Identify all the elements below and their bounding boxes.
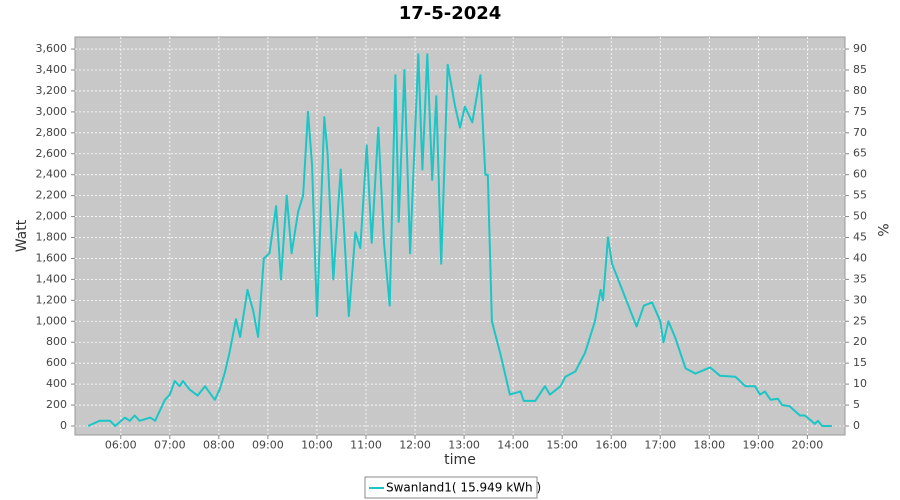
y-tick-label: 200: [46, 398, 67, 411]
y2-axis-title: %: [874, 223, 890, 236]
y2-tick-label: 70: [853, 126, 867, 139]
x-tick-label: 13:00: [448, 438, 480, 451]
y2-tick-label: 55: [853, 189, 867, 202]
y-tick-label: 3,400: [36, 63, 68, 76]
x-tick-label: 06:00: [105, 438, 137, 451]
y-tick-label: 2,800: [36, 126, 68, 139]
y-tick-label: 600: [46, 356, 67, 369]
x-axis-title: time: [444, 452, 476, 468]
y2-tick-label: 15: [853, 356, 867, 369]
y2-tick-label: 60: [853, 168, 867, 181]
x-tick-label: 17:00: [644, 438, 676, 451]
x-tick-label: 08:00: [203, 438, 235, 451]
y-tick-label: 400: [46, 377, 67, 390]
x-tick-label: 09:00: [252, 438, 284, 451]
y-tick-label: 2,200: [36, 189, 68, 202]
legend: [364, 476, 538, 499]
y-tick-label: 1,000: [36, 314, 68, 327]
x-tick-label: 20:00: [792, 438, 824, 451]
y-tick-label: 0: [60, 419, 67, 432]
y2-tick-label: 35: [853, 272, 867, 285]
y2-tick-label: 10: [853, 377, 867, 390]
y2-tick-label: 90: [853, 42, 867, 55]
y2-tick-label: 0: [853, 419, 860, 432]
y2-tick-label: 25: [853, 314, 867, 327]
y2-tick-label: 80: [853, 84, 867, 97]
y2-tick-label: 75: [853, 105, 867, 118]
y-tick-label: 1,600: [36, 251, 68, 264]
plot-area: [74, 36, 846, 436]
y-tick-label: 1,200: [36, 293, 68, 306]
y2-tick-label: 40: [853, 251, 867, 264]
series-line: [87, 53, 832, 427]
y2-tick-label: 20: [853, 335, 867, 348]
y-tick-label: 3,000: [36, 105, 68, 118]
x-tick-label: 19:00: [743, 438, 775, 451]
y-tick-label: 2,000: [36, 210, 68, 223]
x-tick-label: 12:00: [399, 438, 431, 451]
chart-title: 17-5-2024: [399, 3, 502, 24]
y2-tick-label: 85: [853, 63, 867, 76]
y2-tick-label: 45: [853, 231, 867, 244]
legend-label: Swanland1( 15.949 kWh ): [386, 481, 541, 495]
y2-tick-label: 50: [853, 210, 867, 223]
y-tick-label: 3,200: [36, 84, 68, 97]
x-tick-label: 07:00: [154, 438, 186, 451]
x-tick-label: 10:00: [301, 438, 333, 451]
y-tick-label: 800: [46, 335, 67, 348]
x-tick-label: 15:00: [546, 438, 578, 451]
y-tick-label: 3,600: [36, 42, 68, 55]
y-axis-title: Watt: [14, 219, 30, 252]
y-tick-label: 1,400: [36, 272, 68, 285]
y2-tick-label: 30: [853, 293, 867, 306]
y2-tick-label: 65: [853, 147, 867, 160]
x-tick-label: 14:00: [497, 438, 529, 451]
x-tick-label: 11:00: [350, 438, 382, 451]
y2-tick-label: 5: [853, 398, 860, 411]
y-tick-label: 2,600: [36, 147, 68, 160]
y-tick-label: 2,400: [36, 168, 68, 181]
y-tick-label: 1,800: [36, 231, 68, 244]
x-tick-label: 18:00: [693, 438, 725, 451]
x-tick-label: 16:00: [595, 438, 627, 451]
